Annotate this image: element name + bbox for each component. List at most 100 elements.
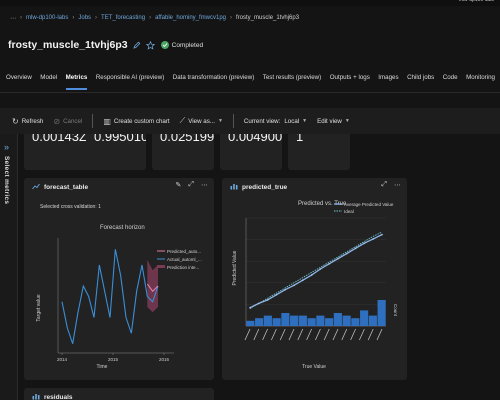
tab-overview[interactable]: Overview — [6, 74, 32, 81]
breadcrumb-experiment[interactable]: TET_forecasting — [101, 15, 146, 21]
x-tick-label-rotated — [341, 328, 348, 341]
actual-series-line — [61, 249, 159, 344]
tab-child-jobs[interactable]: Child jobs — [407, 74, 435, 81]
more-options-icon[interactable]: ⋯ — [394, 182, 401, 189]
average-point — [363, 242, 366, 244]
tab-code[interactable]: Code — [442, 74, 458, 81]
select-metrics-sidebar[interactable]: » Select metrics — [0, 134, 18, 400]
legend-ideal: Ideal — [344, 209, 354, 214]
metric-value: 1 — [296, 134, 304, 144]
legend-swatch-interval — [157, 265, 165, 268]
view-as-label: View as... — [188, 117, 215, 125]
x-tick-label-rotated — [315, 328, 321, 341]
x-tick-label-rotated — [262, 328, 268, 341]
average-point — [310, 274, 313, 276]
predicted-series-line — [146, 283, 159, 293]
edit-view-dropdown[interactable]: Edit view ▼ — [317, 118, 350, 125]
chevron-right-icon: › — [95, 15, 98, 21]
average-point — [337, 257, 339, 260]
count-bar — [272, 318, 281, 326]
bar-chart-icon — [32, 393, 40, 400]
refresh-button[interactable]: ↻ Refresh — [12, 117, 43, 126]
breadcrumb-more-icon[interactable]: ⋯ — [10, 15, 16, 22]
toolbar: ↻ Refresh ⊘ Cancel ▥ Create custom chart… — [0, 108, 500, 134]
average-predicted-series-line — [249, 234, 383, 309]
expand-icon[interactable]: ⤢ — [381, 181, 387, 188]
chevron-right-icon: › — [72, 15, 75, 21]
page-title: frosty_muscle_1tvhj6p3 — [8, 39, 128, 51]
panel-header: predicted_true — [222, 178, 407, 196]
edit-icon[interactable]: ✎ — [175, 182, 182, 189]
x-axis-label: Time — [97, 364, 108, 370]
x-tick-label-rotated — [297, 328, 304, 341]
legend-actual: Actual_automl_... — [167, 257, 202, 262]
x-tick-label-rotated — [376, 328, 383, 341]
cancel-icon: ⊘ — [53, 116, 61, 126]
x-axis-label: True Value — [302, 364, 326, 370]
tab-model[interactable]: Model — [40, 74, 58, 81]
count-bar — [333, 313, 342, 326]
average-point — [266, 299, 269, 301]
count-bar — [368, 315, 377, 326]
x-tick-label-rotated — [350, 328, 356, 341]
chevron-right-icon: › — [230, 15, 233, 21]
favorite-star-icon[interactable] — [146, 40, 156, 50]
count-bar — [281, 313, 290, 326]
predicted-vs-true-chart: Predicted Value Count True Value Average… — [232, 202, 398, 370]
tab-responsible-ai[interactable]: Responsible AI (preview) — [95, 74, 165, 81]
predicted-true-panel: predicted_true ⤢ ⋯ Predicted vs. True Pr… — [222, 178, 407, 380]
current-view-label: Current view: — [243, 117, 281, 125]
breadcrumb-parent-job[interactable]: affable_hominy_fmwcv1pg — [155, 15, 227, 21]
legend-average: Average Predicted Value — [344, 202, 394, 207]
expand-icon[interactable]: ⤢ — [188, 181, 194, 188]
tab-outputs-logs[interactable]: Outputs + logs — [329, 74, 370, 81]
tab-metrics[interactable]: Metrics — [65, 70, 87, 90]
chevron-right-icon: › — [20, 15, 22, 21]
panel-title: forecast_table — [44, 183, 89, 191]
more-options-icon[interactable]: ⋯ — [201, 182, 208, 189]
metric-value: 0.00143Z... — [32, 134, 98, 144]
check-circle-icon — [160, 41, 169, 49]
count-bar — [325, 318, 334, 326]
breadcrumb-jobs[interactable]: Jobs — [78, 15, 92, 21]
forecast-chart: Target value Time Predicted_auto... Actu… — [36, 238, 202, 370]
average-point — [328, 263, 330, 265]
tab-monitoring[interactable]: Monitoring — [466, 74, 495, 81]
tab-test-results[interactable]: Test results (preview) — [262, 74, 322, 81]
x-tick-label: 2014 — [57, 357, 68, 362]
average-point — [293, 284, 295, 287]
metric-card: 0.0251992 — [152, 134, 214, 170]
select-metrics-label: Select metrics — [3, 156, 10, 205]
x-tick-label-rotated — [323, 328, 330, 341]
count-bar — [307, 318, 316, 326]
ideal-series-line — [249, 231, 383, 309]
breadcrumb-workspace[interactable]: mlw-dp100-labs — [26, 15, 69, 21]
tab-images[interactable]: Images — [378, 74, 399, 81]
toolbar-divider — [232, 114, 234, 128]
line-chart-icon — [32, 183, 40, 192]
current-view-selector[interactable]: Current view: Local ▼ — [244, 118, 307, 125]
cancel-button[interactable]: ⊘ Cancel — [53, 117, 82, 126]
panel-header: forecast_table — [24, 178, 214, 196]
breadcrumb: ⋯ › mlw-dp100-labs › Jobs › TET_forecast… — [10, 13, 299, 23]
metric-value: 0.0251992 — [160, 134, 214, 144]
count-bar — [342, 315, 351, 326]
edit-icon[interactable] — [132, 40, 142, 50]
edit-view-label: Edit view — [317, 117, 342, 125]
average-point — [275, 294, 278, 296]
legend: Average Predicted Value Ideal — [334, 202, 394, 214]
y-axis-label: Predicted Value — [232, 250, 238, 285]
metric-card: 0.004900... — [220, 134, 282, 170]
x-tick-label-rotated — [271, 328, 277, 341]
chart-title: Predicted vs. True — [298, 201, 347, 207]
average-point — [372, 238, 374, 240]
expand-double-chevron-icon[interactable]: » — [4, 142, 10, 152]
panel-header: residuals — [24, 388, 214, 400]
top-strip: mlw-dp100-labs — [0, 0, 500, 6]
average-point — [346, 252, 348, 255]
x-tick-label: 2015 — [108, 357, 119, 362]
create-custom-chart-button[interactable]: ▥ Create custom chart — [103, 117, 169, 126]
view-as-dropdown[interactable]: ⟋ View as... ▼ — [180, 116, 223, 126]
tab-data-transformation[interactable]: Data transformation (preview) — [172, 74, 255, 81]
x-tick-label-rotated — [306, 328, 312, 341]
